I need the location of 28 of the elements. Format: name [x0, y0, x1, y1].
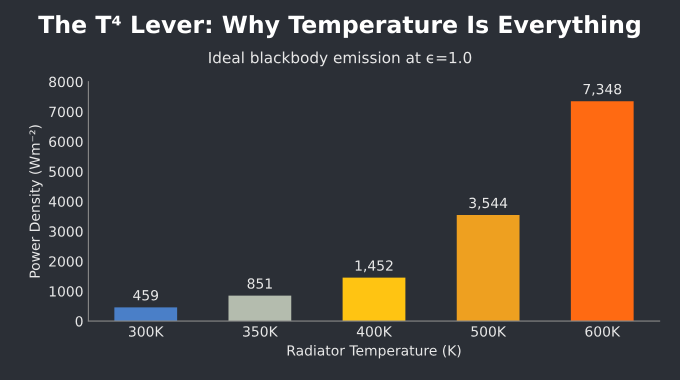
data-label: 1,452	[356, 260, 392, 272]
bar	[228, 296, 292, 322]
x-tick-label: 500K	[471, 326, 506, 337]
y-tick-label: 5000	[49, 166, 83, 177]
y-tick-label: 7000	[49, 106, 83, 118]
bar	[342, 278, 406, 322]
y-axis-title: Power Density (Wm⁻²)	[29, 125, 43, 278]
x-tick-label: 400K	[356, 326, 392, 337]
chart-subtitle: Ideal blackbody emission at ϵ=1.0	[209, 52, 472, 66]
x-tick-label: 300K	[129, 326, 164, 337]
y-tick-label: 1000	[50, 286, 83, 297]
x-tick-label: 350K	[243, 326, 278, 337]
bar	[114, 307, 178, 322]
y-tick-label: 0	[76, 316, 83, 327]
y-tick-label: 6000	[49, 136, 83, 148]
data-label: 3,544	[469, 198, 508, 210]
chart-title: The T⁴ Lever: Why Temperature Is Everything	[38, 15, 640, 38]
x-tick-label: 600K	[585, 326, 620, 337]
y-tick-label: 4000	[48, 196, 83, 207]
bar	[456, 215, 520, 322]
x-axis-title: Radiator Temperature (K)	[288, 344, 461, 358]
data-label: 851	[248, 278, 272, 289]
data-label: 459	[133, 290, 158, 301]
y-tick-label: 3000	[49, 226, 83, 237]
data-label: 7,348	[584, 84, 622, 96]
y-tick-label: 8000	[49, 76, 83, 88]
bar	[570, 101, 634, 322]
y-tick-label: 2000	[49, 256, 83, 267]
